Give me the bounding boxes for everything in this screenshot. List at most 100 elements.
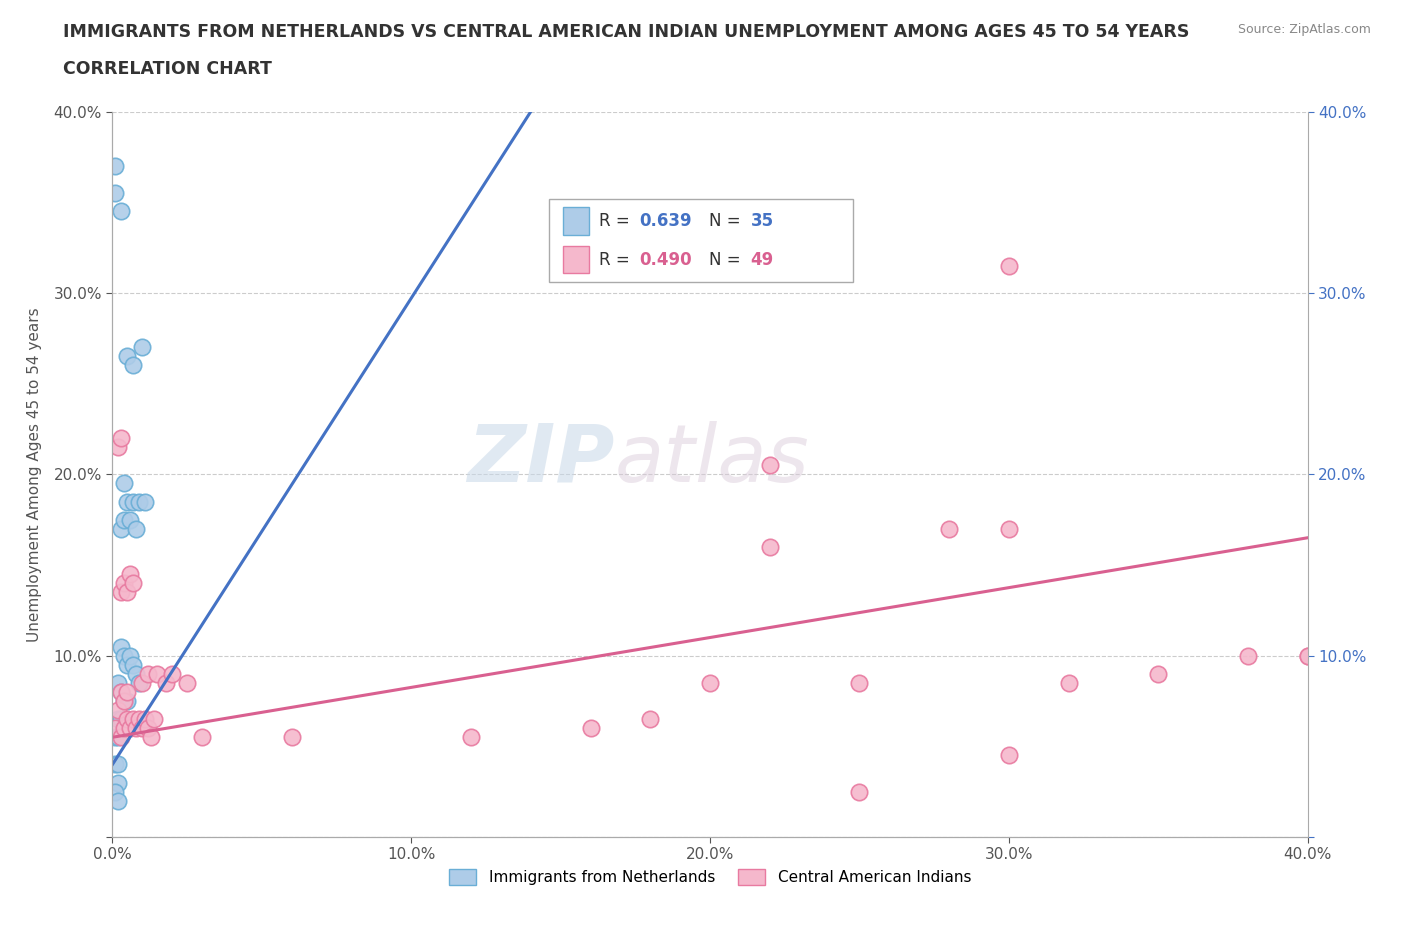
Point: [131, 721, 153, 736]
Point: [120, 566, 142, 581]
Text: N =: N =: [709, 212, 745, 230]
Point: [143, 711, 166, 726]
Point: [117, 684, 139, 699]
Point: [998, 521, 1021, 536]
Point: [107, 757, 129, 772]
Point: [110, 585, 132, 600]
Point: [125, 721, 148, 736]
Point: [1057, 675, 1080, 690]
Point: [1296, 648, 1319, 663]
Point: [128, 711, 150, 726]
Point: [131, 675, 153, 690]
Point: [281, 730, 304, 745]
Point: [107, 675, 129, 690]
Point: [146, 667, 169, 682]
Point: [131, 340, 153, 355]
Point: [128, 494, 150, 509]
Text: N =: N =: [709, 250, 745, 269]
Point: [640, 711, 662, 726]
Point: [122, 494, 145, 509]
Point: [117, 349, 139, 364]
Point: [117, 658, 139, 672]
Point: [107, 776, 129, 790]
Point: [110, 521, 132, 536]
Text: IMMIGRANTS FROM NETHERLANDS VS CENTRAL AMERICAN INDIAN UNEMPLOYMENT AMONG AGES 4: IMMIGRANTS FROM NETHERLANDS VS CENTRAL A…: [63, 23, 1189, 41]
Point: [848, 675, 870, 690]
Point: [107, 793, 129, 808]
Point: [1237, 648, 1260, 663]
Point: [110, 431, 132, 445]
Text: R =: R =: [599, 250, 636, 269]
Point: [162, 667, 183, 682]
Point: [104, 186, 127, 201]
Point: [998, 259, 1021, 273]
Point: [759, 539, 782, 554]
Text: ZIP: ZIP: [467, 420, 614, 498]
Point: [125, 667, 148, 682]
Text: atlas: atlas: [614, 420, 810, 498]
Text: CORRELATION CHART: CORRELATION CHART: [63, 60, 273, 78]
Point: [191, 730, 214, 745]
Point: [120, 721, 142, 736]
Point: [104, 757, 127, 772]
Point: [104, 158, 127, 173]
Point: [104, 784, 127, 799]
Point: [117, 494, 139, 509]
Point: [134, 711, 156, 726]
Point: [107, 711, 129, 726]
Text: 35: 35: [751, 212, 773, 230]
Point: [848, 784, 870, 799]
Point: [998, 748, 1021, 763]
Point: [114, 476, 135, 491]
Point: [117, 585, 139, 600]
Point: [114, 512, 135, 527]
Point: [460, 730, 482, 745]
Point: [122, 711, 145, 726]
Point: [138, 667, 160, 682]
Point: [120, 648, 142, 663]
Point: [104, 730, 127, 745]
Point: [110, 730, 132, 745]
Point: [122, 358, 145, 373]
Point: [114, 721, 135, 736]
Point: [138, 721, 160, 736]
Legend: Immigrants from Netherlands, Central American Indians: Immigrants from Netherlands, Central Ame…: [443, 863, 977, 891]
Point: [699, 675, 721, 690]
Point: [1147, 667, 1170, 682]
Point: [122, 658, 145, 672]
Text: 0.639: 0.639: [640, 212, 692, 230]
Point: [176, 675, 198, 690]
Point: [117, 711, 139, 726]
Point: [134, 494, 156, 509]
Point: [104, 721, 127, 736]
Point: [114, 648, 135, 663]
Point: [759, 458, 782, 472]
Point: [114, 694, 135, 709]
Y-axis label: Unemployment Among Ages 45 to 54 years: Unemployment Among Ages 45 to 54 years: [28, 307, 42, 642]
Text: Source: ZipAtlas.com: Source: ZipAtlas.com: [1237, 23, 1371, 36]
Point: [114, 576, 135, 591]
Text: 49: 49: [751, 250, 773, 269]
Point: [117, 694, 139, 709]
Point: [938, 521, 960, 536]
Bar: [562, 246, 589, 273]
Point: [114, 694, 135, 709]
Point: [110, 684, 132, 699]
Point: [1296, 648, 1319, 663]
Point: [120, 512, 142, 527]
Bar: [562, 207, 589, 235]
Point: [110, 204, 132, 219]
Point: [579, 721, 602, 736]
Point: [141, 730, 163, 745]
Point: [110, 711, 132, 726]
Point: [110, 684, 132, 699]
FancyBboxPatch shape: [548, 199, 853, 282]
Point: [128, 675, 150, 690]
Point: [107, 730, 129, 745]
Point: [107, 703, 129, 718]
Text: 0.490: 0.490: [640, 250, 692, 269]
Point: [122, 576, 145, 591]
Point: [107, 440, 129, 455]
Point: [125, 521, 148, 536]
Point: [110, 639, 132, 654]
